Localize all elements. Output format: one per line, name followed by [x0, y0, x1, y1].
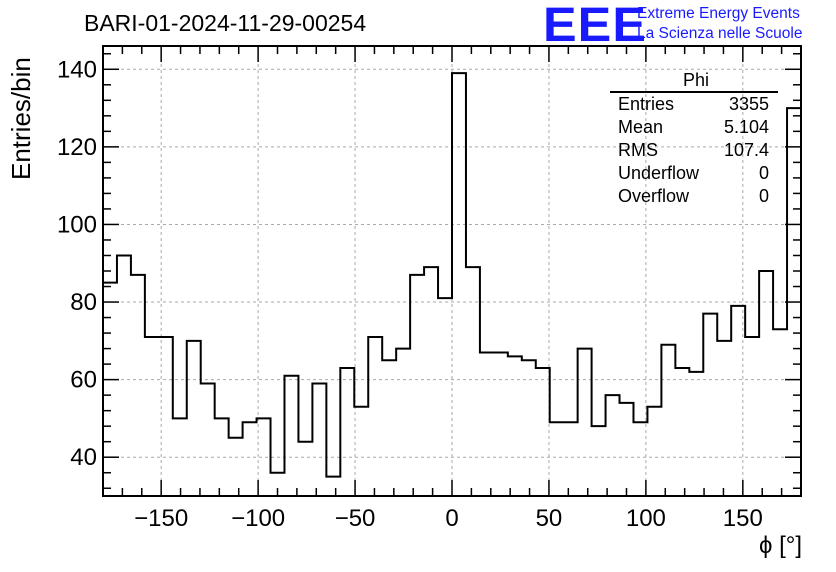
- histogram-bin: [606, 395, 620, 496]
- histogram-outline: [102, 72, 802, 496]
- histogram-bin: [508, 356, 522, 496]
- histogram-bin: [284, 376, 298, 496]
- stats-value: 0: [758, 186, 769, 206]
- stats-label: Mean: [618, 117, 664, 137]
- histogram-bin: [703, 314, 717, 496]
- stats-label: Underflow: [618, 163, 700, 183]
- stats-row-underflow: Underflow 0: [610, 162, 778, 185]
- histogram-bin: [340, 368, 354, 496]
- histogram-bin: [424, 267, 438, 496]
- logo-line-1: Extreme Energy Events: [637, 5, 800, 22]
- x-tick-label: −100: [231, 505, 285, 532]
- histogram-bin: [633, 422, 647, 496]
- histogram-bin: [452, 73, 466, 496]
- x-tick-label: 100: [626, 505, 666, 532]
- stats-row-entries: Entries 3355: [610, 93, 778, 116]
- histogram-bin: [578, 349, 592, 496]
- histogram-bin: [131, 275, 145, 496]
- y-tick-label: 120: [57, 134, 97, 161]
- histogram-bin: [117, 255, 131, 496]
- histogram-bin: [661, 345, 675, 496]
- histogram-bin: [620, 403, 634, 496]
- stats-title: Phi: [610, 70, 778, 93]
- histogram-bin: [480, 352, 494, 496]
- histogram-bin: [494, 352, 508, 496]
- histogram-bin: [647, 407, 661, 496]
- histogram-bin: [550, 422, 564, 496]
- histogram-bin: [745, 337, 759, 496]
- histogram-bin: [243, 422, 257, 496]
- histogram-bin: [215, 418, 229, 496]
- histogram-bin: [326, 477, 340, 496]
- stats-label: Entries: [618, 94, 675, 114]
- histogram-bin: [438, 298, 452, 496]
- y-tick-label: 80: [70, 289, 97, 316]
- x-tick-label: −150: [134, 505, 188, 532]
- histogram-bin: [257, 418, 271, 496]
- y-tick-label: 40: [70, 444, 97, 471]
- x-tick-label: 150: [723, 505, 763, 532]
- stats-value: 3355: [728, 94, 769, 114]
- logo-caption: Extreme Energy Events La Scienza nelle S…: [637, 4, 802, 44]
- histogram-bin: [229, 438, 243, 496]
- histogram-bin: [787, 108, 801, 496]
- histogram-bin: [382, 360, 396, 496]
- eee-logo: EEE: [543, 0, 647, 52]
- stats-value: 0: [758, 163, 769, 183]
- histogram-bin: [536, 368, 550, 496]
- stats-row-rms: RMS 107.4: [610, 139, 778, 162]
- stats-row-overflow: Overflow 0: [610, 185, 778, 208]
- stats-box: Phi Entries 3355 Mean 5.104 RMS 107.4 Un…: [610, 70, 778, 208]
- histogram-bin: [759, 271, 773, 496]
- histogram-bin: [271, 473, 285, 496]
- y-tick-labels: 40 60 80 100 120 140: [57, 56, 97, 471]
- histogram-bin: [717, 341, 731, 496]
- histogram-bin: [145, 337, 159, 496]
- stats-value: 107.4: [723, 140, 769, 160]
- histogram-bin: [368, 337, 382, 496]
- histogram-bin: [159, 337, 173, 496]
- y-tick-label: 140: [57, 56, 97, 83]
- stats-row-mean: Mean 5.104: [610, 116, 778, 139]
- histogram-bin: [173, 418, 187, 496]
- histogram-bin: [466, 267, 480, 496]
- histogram-bin: [201, 384, 215, 497]
- y-tick-label: 60: [70, 367, 97, 394]
- histogram-bin: [592, 426, 606, 496]
- histogram-bin: [689, 372, 703, 496]
- histogram-bin: [396, 349, 410, 496]
- histogram-bin: [187, 341, 201, 496]
- histogram-bin: [731, 306, 745, 496]
- x-tick-label: 0: [445, 505, 458, 532]
- histogram-bin: [312, 384, 326, 497]
- run-title: BARI-01-2024-11-29-00254: [84, 10, 367, 36]
- histogram-bin: [354, 407, 368, 496]
- histogram-bin: [410, 275, 424, 496]
- y-tick-label: 100: [57, 211, 97, 238]
- y-axis-label: Entries/bin: [6, 57, 36, 180]
- x-tick-label: −50: [335, 505, 376, 532]
- histogram-bin: [298, 442, 312, 496]
- histogram-bin: [675, 368, 689, 496]
- x-tick-labels: −150 −100 −50 0 50 100 150: [134, 505, 763, 532]
- x-axis-label: ϕ [°]: [758, 532, 802, 559]
- histogram-bin: [103, 283, 117, 496]
- x-tick-label: 50: [536, 505, 563, 532]
- histogram-bin: [773, 329, 787, 496]
- histogram-bin: [522, 360, 536, 496]
- histogram-bin: [564, 422, 578, 496]
- logo-line-2: La Scienza nelle Scuole: [637, 25, 803, 42]
- stats-label: RMS: [618, 140, 658, 160]
- stats-label: Overflow: [618, 186, 690, 206]
- stats-value: 5.104: [723, 117, 769, 137]
